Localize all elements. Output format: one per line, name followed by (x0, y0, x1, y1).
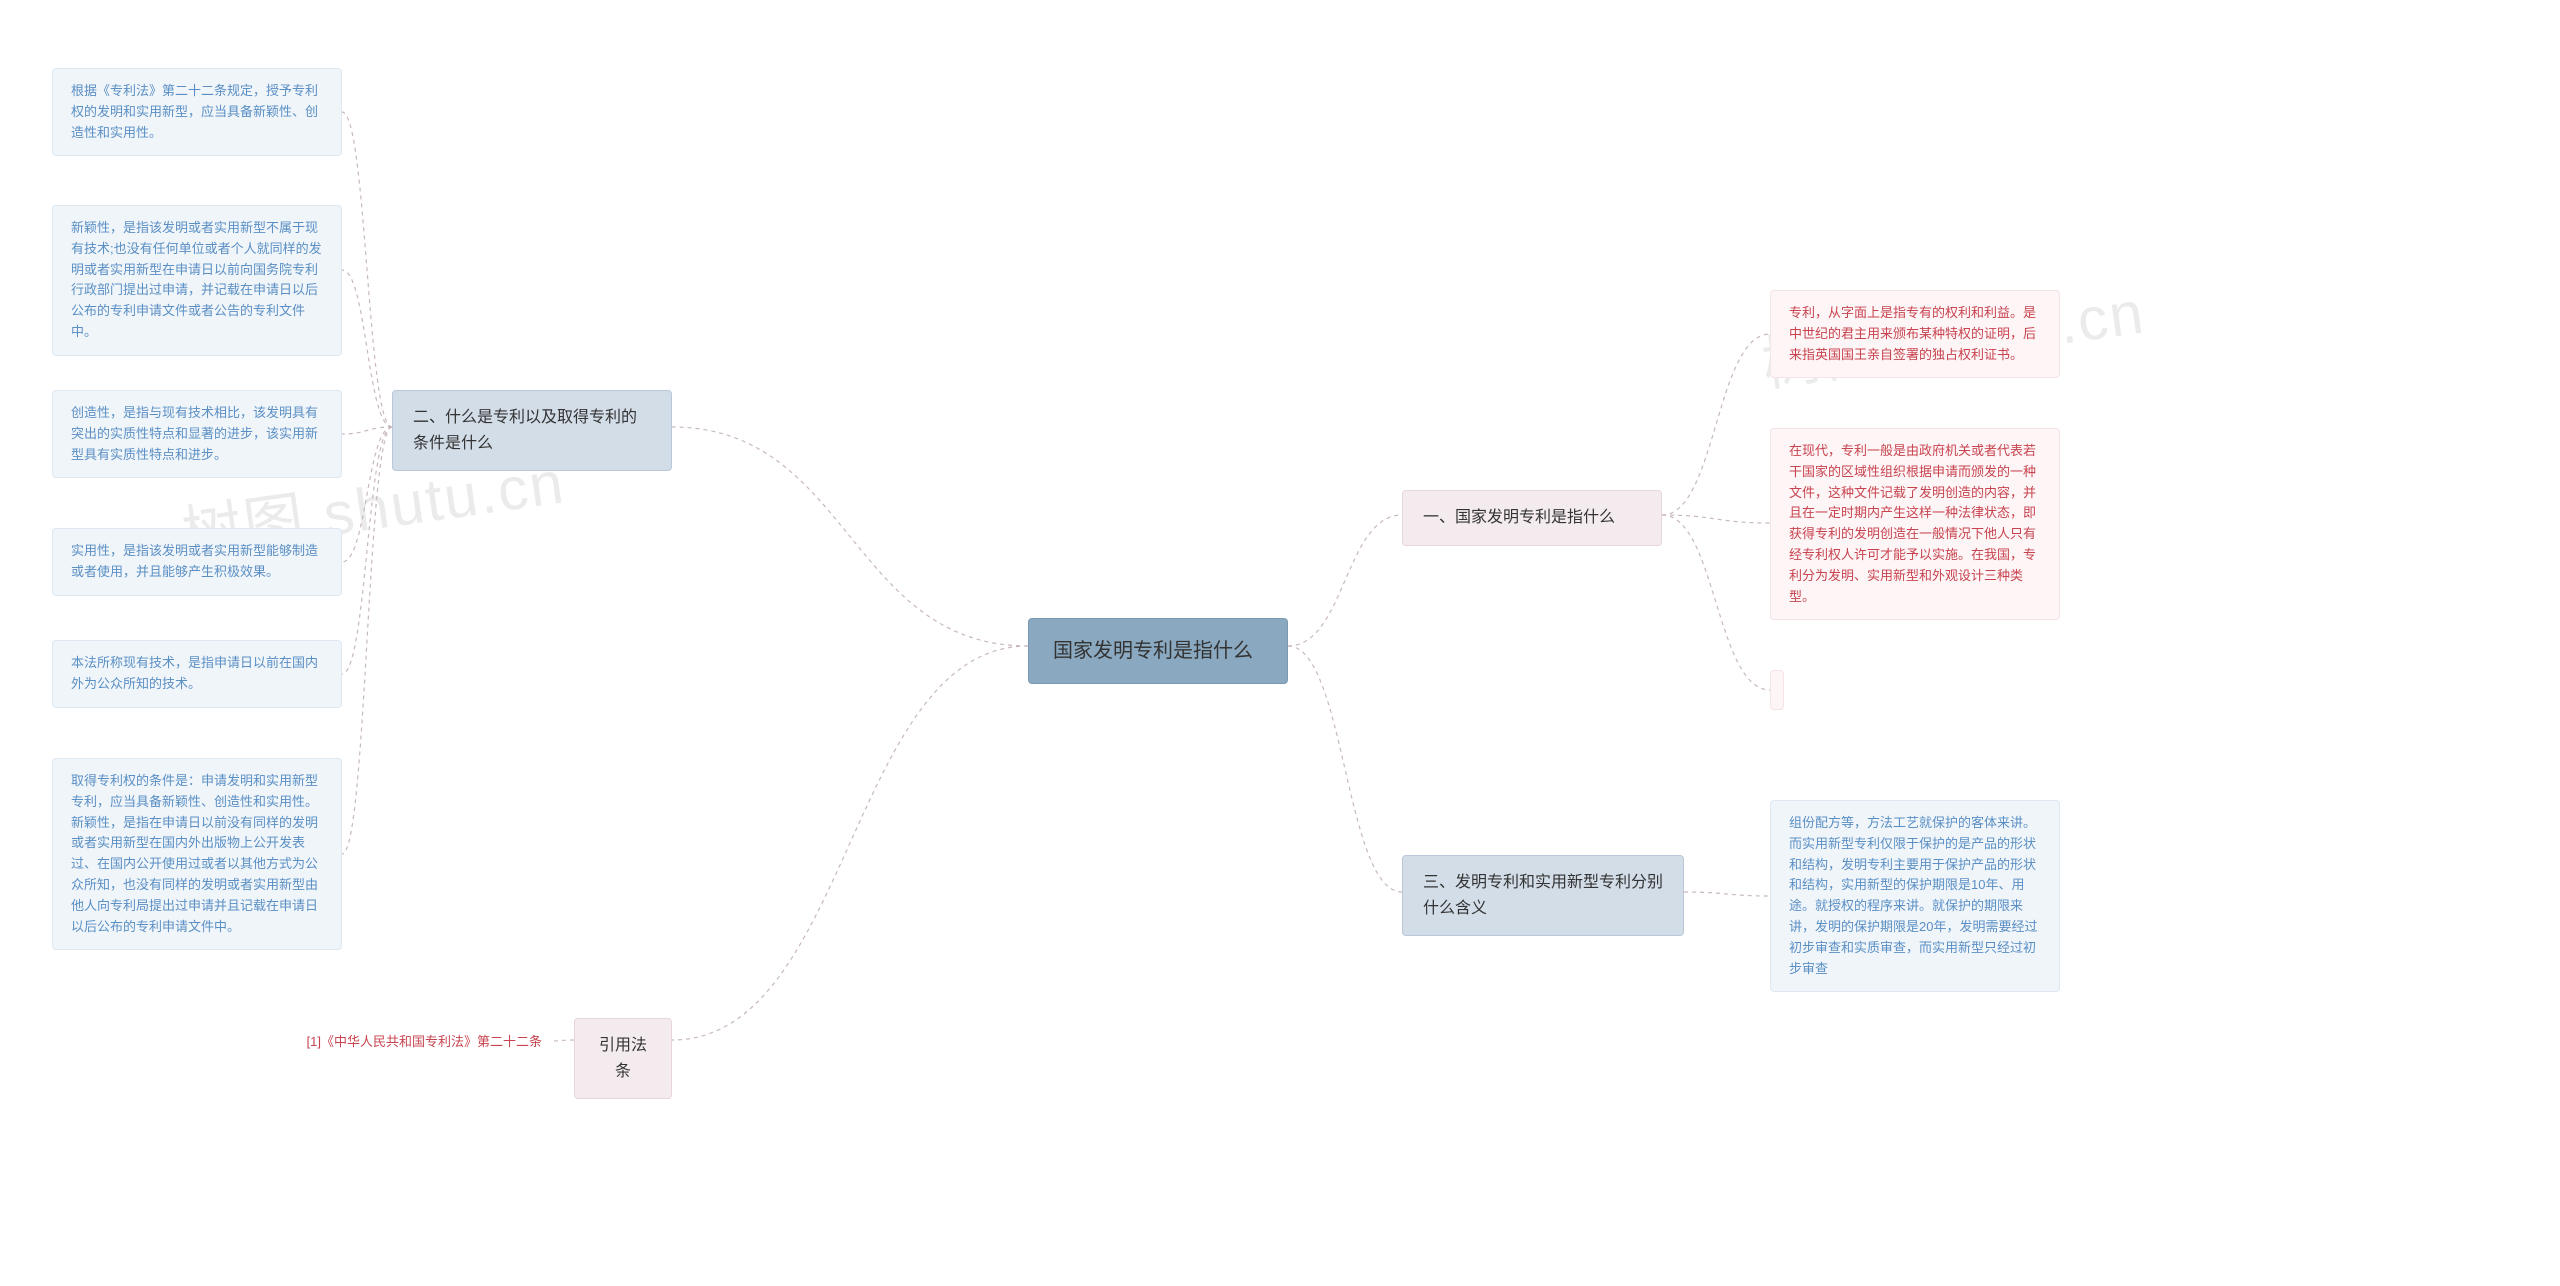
branch-2-leaf-2: 创造性，是指与现有技术相比，该发明具有突出的实质性特点和显著的进步，该实用新型具… (52, 390, 342, 478)
center-node: 国家发明专利是指什么 (1028, 618, 1288, 684)
branch-2-leaf-1: 新颖性，是指该发明或者实用新型不属于现有技术;也没有任何单位或者个人就同样的发明… (52, 205, 342, 356)
branch-1-leaf-2 (1770, 670, 1784, 710)
branch-3: 三、发明专利和实用新型专利分别什么含义 (1402, 855, 1684, 936)
branch-1-leaf-0: 专利，从字面上是指专有的权利和利益。是中世纪的君主用来颁布某种特权的证明，后来指… (1770, 290, 2060, 378)
branch-2: 二、什么是专利以及取得专利的条件是什么 (392, 390, 672, 471)
branch-3-leaf-0: 组份配方等，方法工艺就保护的客体来讲。而实用新型专利仅限于保护的是产品的形状和结… (1770, 800, 2060, 992)
branch-2-leaf-0: 根据《专利法》第二十二条规定，授予专利权的发明和实用新型，应当具备新颖性、创造性… (52, 68, 342, 156)
branch-1: 一、国家发明专利是指什么 (1402, 490, 1662, 546)
branch-2-leaf-3: 实用性，是指该发明或者实用新型能够制造或者使用，并且能够产生积极效果。 (52, 528, 342, 596)
branch-1-leaf-1: 在现代，专利一般是由政府机关或者代表若干国家的区域性组织根据申请而颁发的一种文件… (1770, 428, 2060, 620)
branch-law: 引用法条 (574, 1018, 672, 1099)
branch-2-leaf-4: 本法所称现有技术，是指申请日以前在国内外为公众所知的技术。 (52, 640, 342, 708)
branch-law-leaf-0: [1]《中华人民共和国专利法》第二十二条 (280, 1028, 550, 1057)
branch-2-leaf-5: 取得专利权的条件是：申请发明和实用新型专利，应当具备新颖性、创造性和实用性。新颖… (52, 758, 342, 950)
